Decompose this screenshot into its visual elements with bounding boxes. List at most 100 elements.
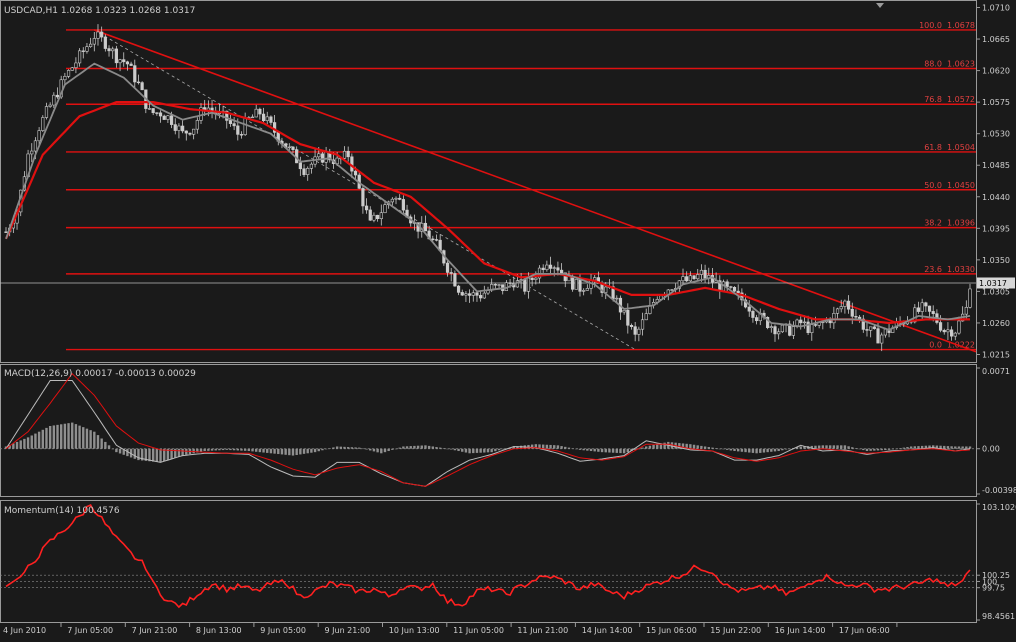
candle-body xyxy=(806,321,810,333)
macd-bar xyxy=(895,448,898,450)
macd-bar xyxy=(122,448,125,455)
macd-bar xyxy=(725,448,729,450)
candle xyxy=(582,288,586,296)
candle-body xyxy=(688,275,692,282)
macd-bar xyxy=(843,445,847,449)
candle-body xyxy=(287,146,291,149)
macd-bar xyxy=(391,448,394,450)
macd-bar xyxy=(262,448,265,453)
candle xyxy=(162,114,166,120)
candle-body xyxy=(854,316,858,318)
candle-body xyxy=(471,292,475,296)
macd-bar xyxy=(873,448,876,451)
x-tick-label-4: 9 Jun 05:00 xyxy=(260,626,306,635)
macd-bar xyxy=(56,424,59,449)
candle xyxy=(125,60,130,71)
candle xyxy=(111,46,115,59)
candle xyxy=(269,115,273,126)
macd-bar xyxy=(920,445,924,449)
candle xyxy=(688,271,692,283)
macd-bar xyxy=(718,448,722,450)
candle xyxy=(361,185,365,214)
macd-bar xyxy=(501,448,504,450)
macd-bar xyxy=(431,446,435,449)
macd-bar xyxy=(656,444,659,449)
candle-body xyxy=(306,168,310,175)
macd-bar xyxy=(924,445,928,449)
macd-bar xyxy=(240,448,243,451)
macd-bar xyxy=(306,448,309,454)
macd-bar xyxy=(751,448,755,453)
macd-bar xyxy=(597,448,600,452)
candle xyxy=(880,332,884,352)
macd-y-tick-label-0: 0.0071 xyxy=(982,367,1010,376)
momentum-y-tick-label-3: 99.75 xyxy=(982,584,1005,593)
macd-bar xyxy=(23,438,26,449)
candle xyxy=(445,260,450,277)
macd-bar xyxy=(645,446,648,449)
macd-bar xyxy=(641,447,644,449)
macd-bar xyxy=(324,448,328,450)
candle-body xyxy=(261,113,266,121)
momentum-panel-header: Momentum(14) 100.4576 xyxy=(4,506,120,516)
candle xyxy=(640,312,645,336)
main-price-panel: 100.0 1.0678 88.0 1.0623 76.8 1.0572 61.8 1.050… xyxy=(0,21,977,353)
candle xyxy=(460,289,464,296)
macd-bar xyxy=(280,448,284,455)
macd-bar xyxy=(512,446,515,449)
macd-bar xyxy=(659,443,663,449)
candle-body xyxy=(563,272,567,282)
main-y-tick-label-7: 1.0395 xyxy=(982,224,1010,233)
candle xyxy=(55,87,60,99)
candle-body xyxy=(791,326,795,336)
fib-price-label-1: 1.0623 xyxy=(947,59,975,68)
candle-body xyxy=(383,204,387,214)
fib-ratio-label-7: 0.0 xyxy=(929,341,942,350)
macd-bar xyxy=(258,448,262,453)
macd-bar xyxy=(483,448,486,453)
candle-body xyxy=(633,326,637,335)
macd-bar xyxy=(365,448,368,450)
x-tick-label-10: 15 Jun 06:00 xyxy=(646,626,697,635)
macd-bar xyxy=(608,448,611,453)
candle xyxy=(394,196,398,205)
candle-body xyxy=(924,302,928,307)
candle xyxy=(924,301,928,312)
candle-body xyxy=(696,274,700,280)
fib-ratio-label-3: 61.8 xyxy=(924,143,942,152)
macd-bar xyxy=(685,443,688,449)
candle xyxy=(615,295,619,303)
candle-body xyxy=(725,281,729,287)
candle-body xyxy=(578,278,582,292)
macd-bar xyxy=(799,446,802,449)
candle-body xyxy=(44,106,49,118)
candle-body xyxy=(162,115,166,120)
fib-price-label-5: 1.0396 xyxy=(947,219,975,228)
candle-body xyxy=(869,326,873,331)
main-y-tick-label-2: 1.0620 xyxy=(982,67,1010,76)
macd-bar xyxy=(957,446,961,449)
macd-bar xyxy=(696,445,699,449)
candle-body xyxy=(777,331,781,335)
candle xyxy=(482,285,486,299)
macd-bar xyxy=(155,448,159,463)
candle xyxy=(968,283,972,309)
candle xyxy=(192,128,196,140)
chart-shift-marker-icon[interactable] xyxy=(876,3,884,8)
candle xyxy=(232,117,236,131)
macd-bar xyxy=(416,445,420,449)
candle xyxy=(140,81,144,91)
candle xyxy=(423,215,428,232)
candle xyxy=(401,195,405,214)
macd-bar xyxy=(361,448,365,450)
candle xyxy=(725,279,729,293)
macd-bar xyxy=(335,446,339,449)
candle xyxy=(272,114,277,138)
candle xyxy=(306,166,310,181)
candle xyxy=(559,263,564,274)
x-tick-label-13: 17 Jun 06:00 xyxy=(839,626,890,635)
candle-body xyxy=(320,153,325,163)
candle-body xyxy=(872,326,876,329)
macd-bar xyxy=(736,448,740,452)
macd-bar xyxy=(170,448,173,459)
